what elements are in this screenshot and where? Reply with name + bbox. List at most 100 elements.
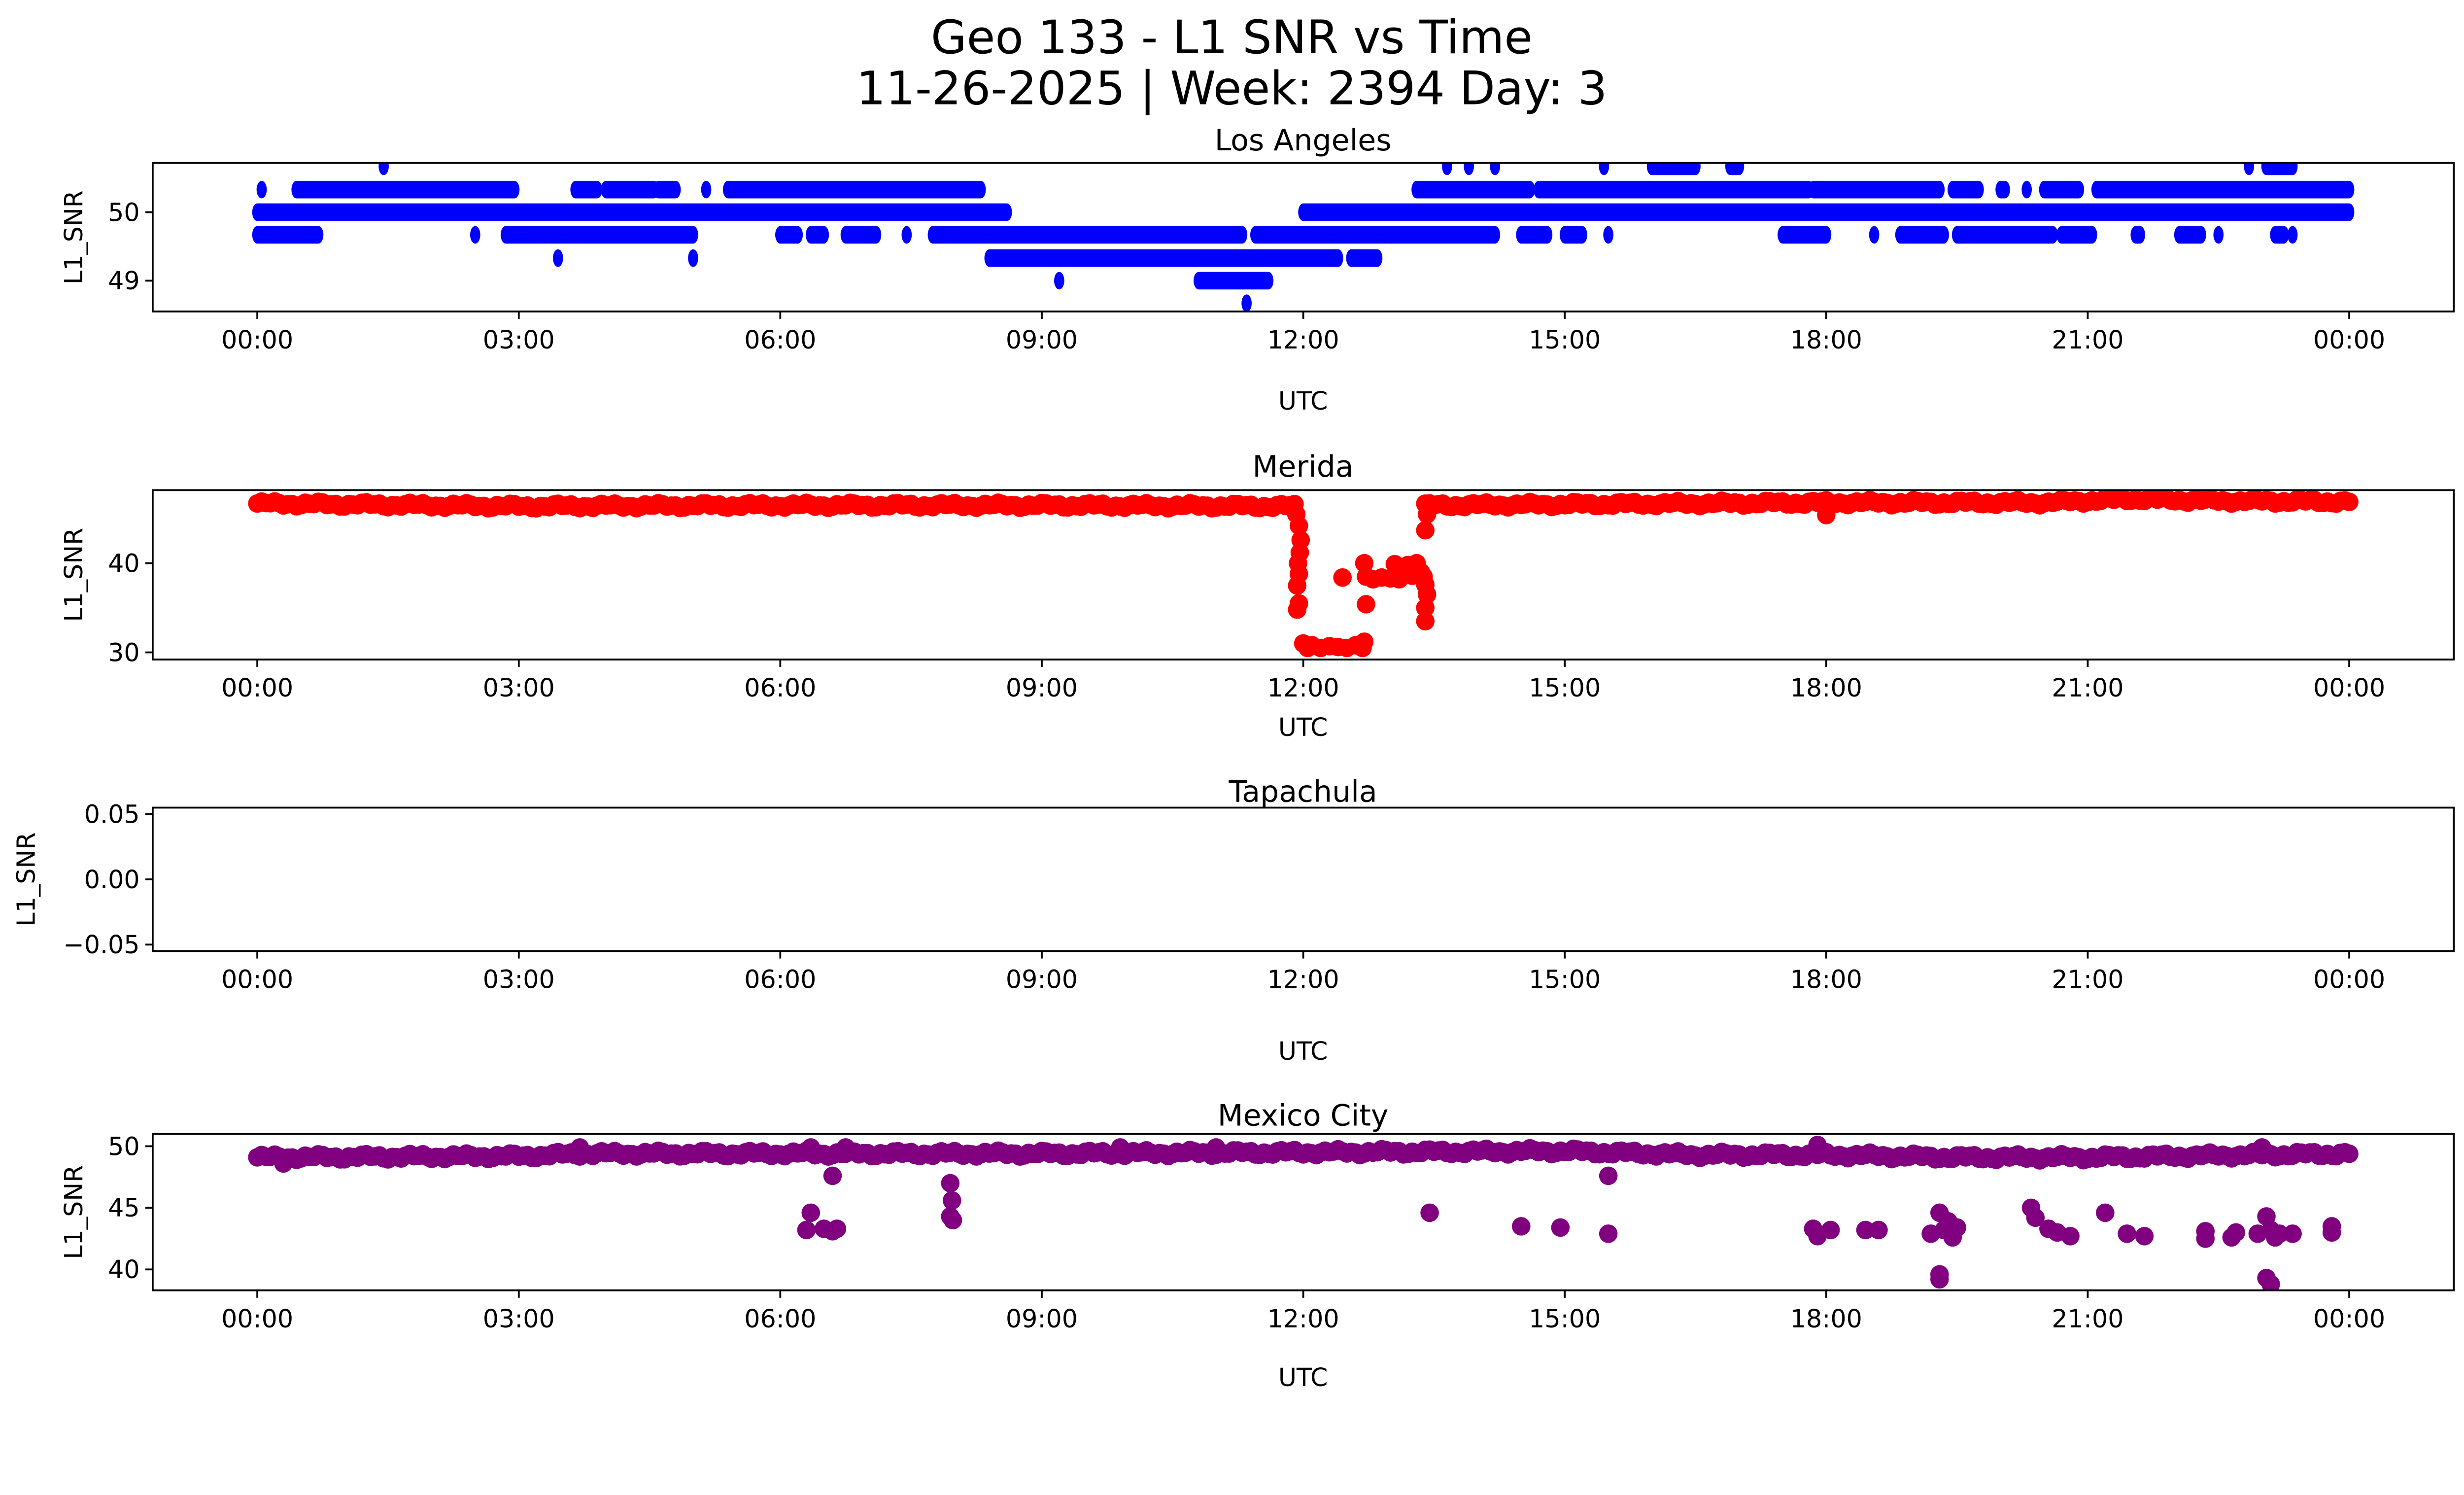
data-point	[1817, 506, 1836, 524]
data-point	[1464, 163, 1474, 175]
data-point	[2213, 226, 2224, 244]
data-run	[1995, 180, 2010, 199]
y-tick-label: −0.05	[63, 930, 139, 959]
data-point	[470, 226, 480, 244]
data-run	[1951, 226, 2058, 244]
data-run	[775, 226, 803, 244]
x-tick-label: 12:00	[1267, 1304, 1339, 1333]
data-run	[1559, 226, 1587, 244]
data-run	[1346, 249, 1383, 267]
data-point	[1206, 1138, 1226, 1157]
x-tick-label: 12:00	[1267, 965, 1339, 994]
x-tick-label: 00:00	[2313, 1304, 2385, 1333]
data-point	[801, 1138, 821, 1157]
data-point	[1856, 1220, 1875, 1240]
x-tick-label: 18:00	[1790, 673, 1862, 702]
data-point	[701, 180, 712, 199]
x-tick-label: 12:00	[1267, 325, 1339, 354]
x-tick-label: 00:00	[221, 965, 293, 994]
data-point	[836, 1138, 855, 1157]
panel-title: Los Angeles	[1215, 123, 1392, 158]
panel-title: Tapachula	[1229, 774, 1377, 809]
panel-title: Mexico City	[1218, 1099, 1389, 1133]
data-point	[2253, 1138, 2271, 1157]
data-point	[2287, 226, 2298, 244]
data-point	[1603, 226, 1613, 244]
data-run	[1194, 272, 1274, 290]
data-point	[2061, 1227, 2080, 1246]
data-run	[1646, 163, 1701, 175]
data-point	[943, 1191, 961, 1210]
x-tick-label: 09:00	[1006, 673, 1078, 702]
x-tick-label: 15:00	[1529, 325, 1601, 354]
data-run	[1411, 180, 1535, 199]
data-point	[378, 163, 389, 175]
data-run	[840, 226, 882, 244]
chart-title: Geo 133 - L1 SNR vs Time	[931, 11, 1533, 65]
data-point	[797, 1220, 816, 1240]
data-series	[252, 163, 2355, 312]
x-tick-label: 21:00	[2052, 673, 2123, 702]
data-point	[2340, 1145, 2359, 1163]
data-point	[1599, 1166, 1618, 1185]
data-point	[1241, 294, 1252, 312]
x-tick-label: 12:00	[1267, 673, 1339, 702]
data-run	[2056, 226, 2097, 244]
data-point	[1599, 163, 1609, 175]
x-tick-label: 03:00	[483, 1304, 555, 1333]
data-series	[248, 490, 2359, 658]
data-run	[805, 226, 829, 244]
data-run	[570, 180, 603, 199]
y-tick-label: 49	[108, 266, 140, 295]
x-tick-label: 21:00	[2052, 325, 2123, 354]
data-run	[2130, 226, 2145, 244]
data-point	[1289, 516, 1308, 535]
panel-tapachula: Tapachula L1_SNR UTC −0.05 0.00 0.05 00:00 0…	[11, 774, 2455, 1066]
x-axis-label: UTC	[1278, 713, 1328, 742]
data-point	[1512, 1217, 1531, 1236]
data-point	[1111, 1138, 1129, 1157]
y-axis-label: L1_SNR	[11, 832, 40, 926]
data-point	[2096, 1203, 2115, 1222]
data-point	[1355, 632, 1374, 651]
data-point	[1948, 1218, 1966, 1237]
y-tick-label: 0.00	[84, 865, 140, 894]
x-tick-label: 06:00	[744, 965, 816, 994]
data-point	[1333, 568, 1352, 587]
y-axis-label: L1_SNR	[59, 528, 88, 622]
data-run	[1895, 226, 1949, 244]
panel-merida: Merida L1_SNR UTC 30 40 00:00 03:00 06:00 09:…	[59, 450, 2455, 742]
data-point	[943, 1211, 962, 1230]
data-run	[1298, 203, 2355, 221]
data-point	[1869, 1220, 1888, 1240]
x-tick-label: 06:00	[744, 325, 816, 354]
x-tick-label: 09:00	[1006, 325, 1078, 354]
data-point	[688, 249, 698, 267]
data-run	[601, 180, 659, 199]
data-point	[2261, 1275, 2280, 1290]
data-point	[2021, 180, 2032, 199]
x-tick-label: 00:00	[2313, 673, 2385, 702]
x-tick-label: 09:00	[1006, 965, 1078, 994]
data-run	[2261, 163, 2298, 175]
data-point	[1417, 505, 1437, 523]
data-run	[984, 249, 1343, 267]
x-tick-label: 21:00	[2052, 965, 2123, 994]
x-axis-label: UTC	[1278, 1363, 1328, 1392]
data-run	[1947, 180, 1984, 199]
data-point	[1551, 1218, 1570, 1237]
x-axis-label: UTC	[1278, 386, 1328, 416]
data-point	[2244, 163, 2255, 175]
x-tick-label: 06:00	[744, 673, 816, 702]
x-tick-label: 18:00	[1790, 965, 1862, 994]
data-run	[252, 203, 1012, 221]
x-tick-label: 15:00	[1529, 965, 1601, 994]
data-point	[801, 1203, 821, 1222]
data-point	[2283, 1224, 2302, 1243]
x-tick-label: 09:00	[1006, 1304, 1078, 1333]
x-tick-label: 21:00	[2052, 1304, 2123, 1333]
x-tick-label: 03:00	[483, 325, 555, 354]
y-tick-label: 40	[108, 1255, 140, 1284]
data-run	[2270, 226, 2289, 244]
chart-subtitle: 11-26-2025 | Week: 2394 Day: 3	[856, 62, 1608, 115]
